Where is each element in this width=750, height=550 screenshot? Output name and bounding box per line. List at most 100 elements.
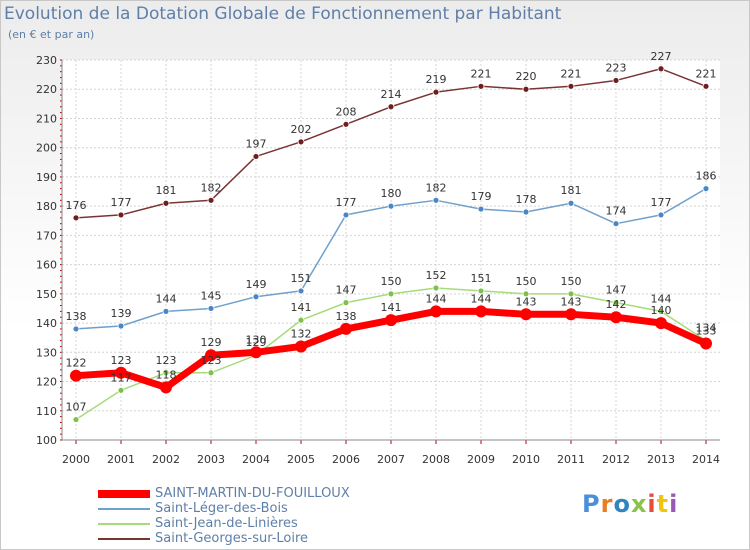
data-point [72,416,80,423]
legend-swatch [98,508,150,510]
y-tick-label: 190 [36,171,57,184]
x-tick-label: 2000 [62,453,90,466]
data-point [117,211,125,219]
data-point [297,316,305,324]
data-point [160,381,172,394]
data-label: 129 [201,336,222,349]
data-point [567,82,575,90]
legend-swatch [98,523,150,525]
x-tick-label: 2006 [332,453,360,466]
data-label: 177 [111,196,132,209]
logo-letter: o [613,490,631,518]
data-point [387,103,395,111]
data-point [432,284,440,292]
data-label: 133 [696,325,717,338]
data-label: 143 [516,295,537,308]
data-label: 151 [291,272,312,285]
data-label: 174 [606,205,627,218]
x-tick-label: 2001 [107,453,135,466]
data-point [657,211,665,219]
y-tick-label: 120 [36,376,57,389]
data-point [162,199,170,207]
data-point [117,322,125,330]
data-label: 147 [336,284,357,297]
legend-label: Saint-Léger-des-Bois [155,501,288,516]
data-label: 181 [156,184,177,197]
data-point [610,311,622,324]
data-point [567,199,575,207]
x-tick-label: 2013 [647,453,675,466]
data-point [342,211,350,219]
data-label: 151 [471,272,492,285]
data-point [162,307,170,315]
data-point [475,305,487,318]
data-label: 144 [471,292,492,305]
y-tick-label: 130 [36,346,57,359]
data-point [205,349,217,362]
x-tick-label: 2014 [692,453,720,466]
legend-label: Saint-Georges-sur-Loire [155,531,309,546]
data-label: 145 [201,289,222,302]
data-label: 129 [246,336,267,349]
data-label: 221 [471,67,492,80]
x-tick-label: 2009 [467,453,495,466]
data-label: 181 [561,184,582,197]
data-label: 202 [291,123,312,136]
data-label: 214 [381,88,402,101]
legend-label: Saint-Jean-de-Linières [155,516,298,531]
data-point [207,196,215,204]
data-label: 141 [291,301,312,314]
data-label: 123 [111,354,132,367]
data-label: 138 [336,310,357,323]
data-point [115,366,127,379]
x-tick-label: 2003 [197,453,225,466]
y-tick-label: 180 [36,200,57,213]
data-point [522,208,530,216]
data-label: 142 [606,298,627,311]
x-tick-label: 2010 [512,453,540,466]
data-label: 177 [651,196,672,209]
legend-swatch [98,490,150,498]
data-label: 144 [426,292,447,305]
data-label: 149 [246,278,267,291]
data-point [612,299,620,307]
data-point [297,287,305,295]
data-label: 227 [651,50,672,63]
chart-subtitle: (en € et par an) [8,28,95,41]
data-label: 132 [291,327,312,340]
data-point [295,340,307,353]
data-point [612,77,620,84]
legend: SAINT-MARTIN-DU-FOUILLOUX Saint-Léger-de… [98,486,428,546]
data-point [657,307,665,315]
legend-swatch [98,538,150,540]
chart-title: Evolution de la Dotation Globale de Fonc… [4,4,562,24]
legend-item: Saint-Léger-des-Bois [98,501,428,516]
data-point [207,369,215,377]
data-point [612,220,620,228]
y-tick-label: 150 [36,288,57,301]
data-point [702,185,710,193]
data-label: 221 [696,67,717,80]
data-label: 178 [516,193,537,206]
y-tick-label: 160 [36,259,57,272]
data-label: 208 [336,105,357,118]
data-point [477,205,485,213]
data-point [387,202,395,210]
data-label: 221 [561,67,582,80]
data-label: 141 [381,301,402,314]
data-point [522,85,530,93]
data-point [207,305,215,312]
x-tick-label: 2007 [377,453,405,466]
data-label: 144 [156,292,177,305]
data-point [297,138,305,146]
y-tick-label: 210 [36,112,57,125]
data-point [432,196,440,204]
data-label: 179 [471,190,492,203]
data-label: 220 [516,70,537,83]
data-label: 140 [651,304,672,317]
data-label: 180 [381,187,402,200]
data-label: 150 [561,275,582,288]
data-point [117,386,125,394]
data-label: 107 [66,401,87,414]
